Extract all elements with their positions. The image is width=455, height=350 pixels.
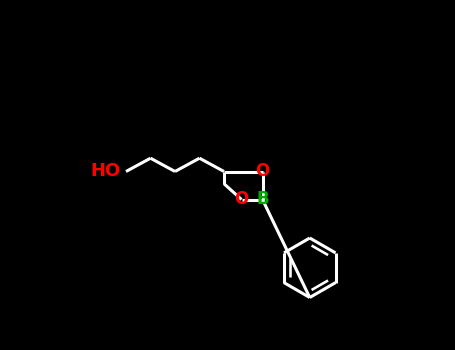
Text: O: O (234, 190, 248, 209)
Text: O: O (255, 162, 270, 181)
Text: B: B (256, 190, 269, 209)
Text: HO: HO (91, 162, 121, 181)
